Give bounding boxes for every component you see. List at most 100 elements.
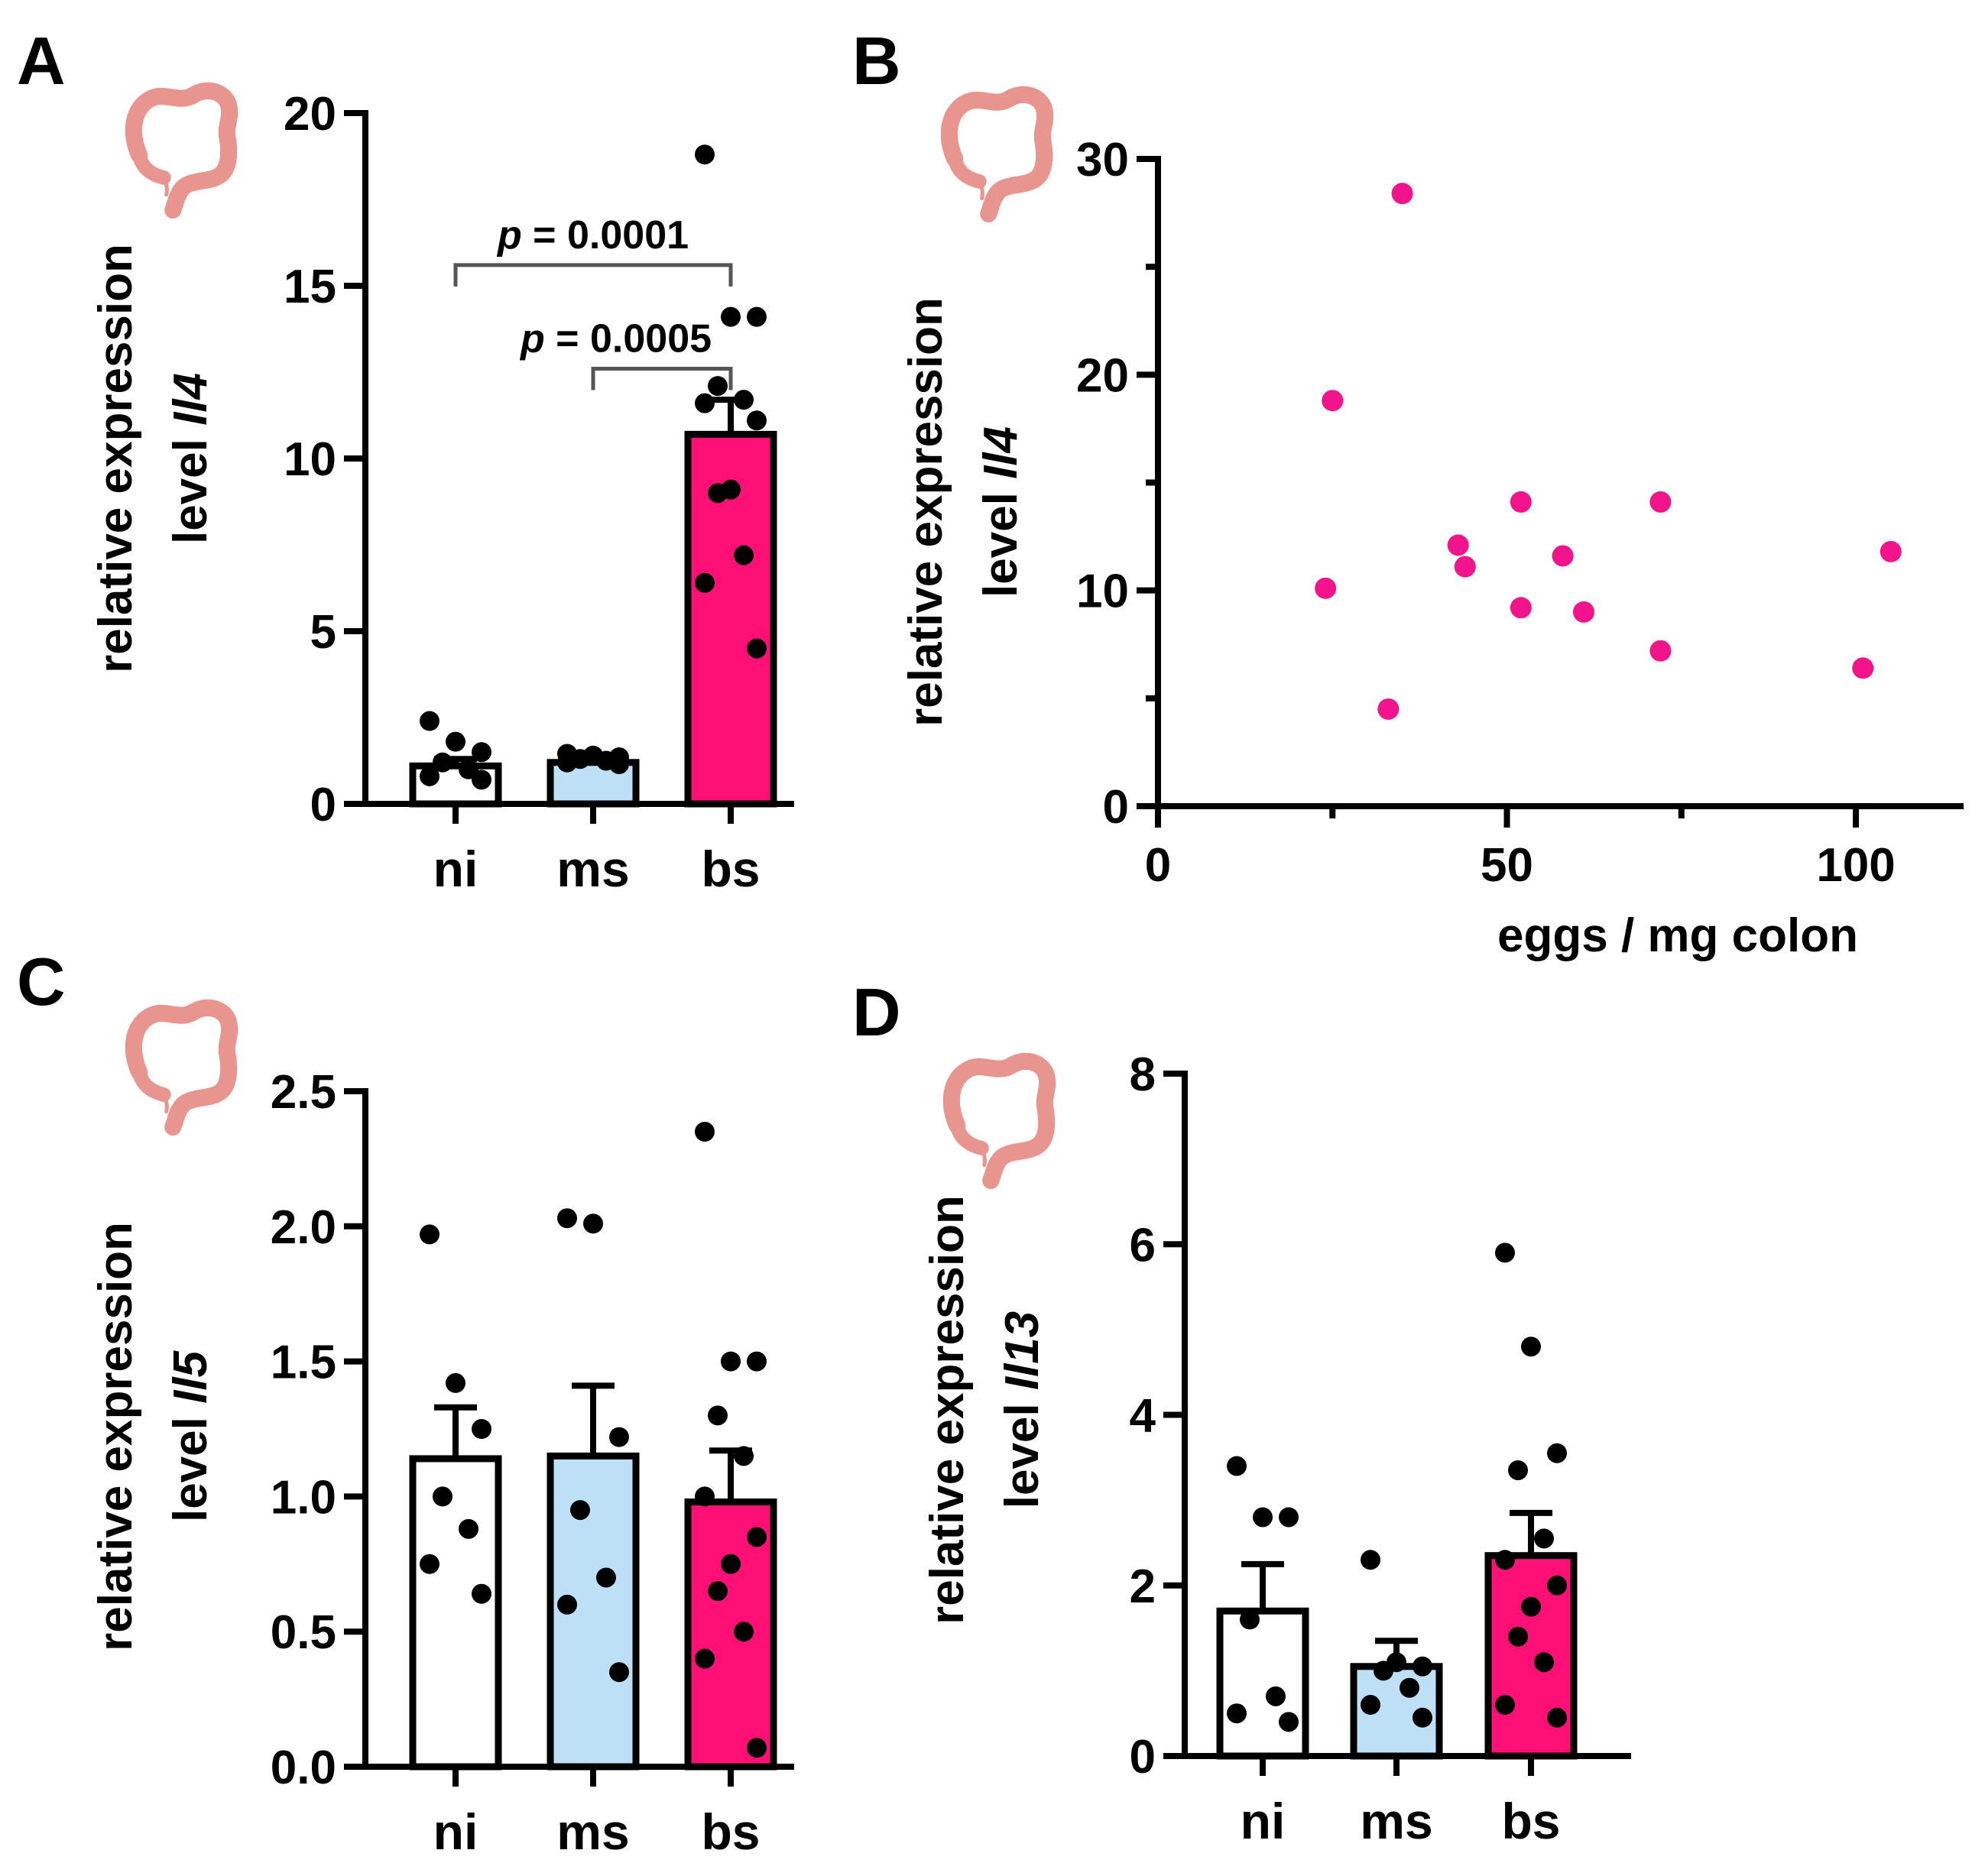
p-value-text: = 0.0005	[545, 316, 712, 361]
data-point-bs	[1547, 1443, 1567, 1463]
scatter-point	[1322, 390, 1344, 412]
data-point-ni	[459, 1518, 478, 1539]
panel-b: B 0 10 20 30 0 50 100 eggs / mg colon relative e…	[852, 23, 1964, 962]
data-point-ni	[1266, 1686, 1286, 1706]
x-category-label-ms: ms	[556, 1803, 629, 1860]
panel-letter-a: A	[17, 23, 66, 99]
significance-bracket	[591, 366, 733, 390]
data-point-ms	[1361, 1695, 1380, 1716]
y-axis-title: relative expression level Il4	[89, 244, 217, 673]
data-point-bs	[721, 1554, 741, 1574]
y-axis-title: relative expression level Il13	[921, 1195, 1049, 1625]
data-point-ms	[609, 1427, 629, 1447]
y-axis-title-prefix: level	[975, 479, 1027, 598]
chart-il5-bar: 0.0 0.5 1.0 1.5 2.0 2.5 ni ms bs relative express…	[89, 1066, 794, 1860]
data-point-ms	[583, 1213, 603, 1234]
y-axis-title-line2: level Il4	[164, 373, 217, 544]
data-point-ni	[1279, 1507, 1299, 1528]
data-point-ms	[1413, 1707, 1432, 1728]
data-point-bs	[695, 1648, 715, 1669]
data-point-bs	[1495, 1695, 1515, 1716]
data-point-ni	[433, 752, 452, 773]
data-point-ni	[472, 742, 491, 763]
scatter-point	[1510, 597, 1532, 619]
y-axis-title-line1: relative expression	[900, 297, 952, 727]
y-tick-label: 2	[1130, 1560, 1156, 1613]
data-point-ni	[420, 1224, 439, 1245]
y-tick-label: 0	[1103, 781, 1129, 834]
data-point-bs	[1547, 1575, 1567, 1596]
data-point-ms	[609, 1662, 629, 1683]
data-point-ms	[1413, 1656, 1432, 1677]
p-symbol: p	[496, 213, 522, 258]
data-point-ms	[570, 1500, 590, 1521]
y-axis-title-line2: level Il13	[996, 1311, 1049, 1509]
y-tick-label: 1.0	[271, 1471, 336, 1524]
data-point-bs	[1508, 1626, 1528, 1647]
data-point-ni	[472, 770, 491, 790]
data-point-ni	[446, 1372, 465, 1393]
y-tick-label: 15	[284, 261, 336, 313]
data-point-bs	[708, 1405, 728, 1426]
data-point-ni	[1253, 1507, 1273, 1528]
y-tick-label: 0	[1130, 1731, 1156, 1784]
y-axis-title-line1: relative expression	[89, 244, 142, 673]
data-point-ms	[596, 1567, 616, 1588]
y-tick-label: 8	[1130, 1048, 1156, 1101]
y-tick-label: 6	[1130, 1219, 1156, 1272]
data-point-bs	[695, 144, 715, 165]
data-point-ni	[420, 766, 439, 786]
y-axis-title-line2: level Il5	[164, 1349, 217, 1522]
y-tick-label: 0.0	[271, 1742, 336, 1794]
data-point-ms	[557, 1594, 577, 1615]
data-point-ni	[1227, 1703, 1247, 1724]
data-point-ni	[433, 1486, 452, 1507]
significance-bracket	[453, 263, 733, 287]
scatter-point	[1552, 545, 1574, 567]
data-point-bs	[747, 410, 767, 431]
y-tick-label: 10	[1076, 565, 1129, 618]
data-point-bs	[695, 572, 715, 593]
scatter-point	[1572, 601, 1594, 623]
data-point-bs	[747, 1738, 767, 1758]
x-category-label-bs: bs	[701, 1803, 760, 1860]
data-point-ni	[1279, 1712, 1299, 1732]
scatter-point	[1454, 556, 1476, 578]
y-tick-label: 30	[1076, 134, 1129, 186]
colon-icon	[952, 1061, 1047, 1181]
data-point-bs	[1495, 1243, 1515, 1263]
data-point-bs	[734, 1622, 754, 1642]
x-axis-title: eggs / mg colon	[1497, 909, 1858, 962]
data-point-ni	[472, 1419, 491, 1439]
data-point-bs	[695, 393, 715, 413]
data-point-bs	[734, 390, 754, 410]
data-point-bs	[1534, 1528, 1554, 1549]
y-tick-label: 20	[284, 88, 336, 141]
data-point-bs	[734, 1446, 754, 1466]
data-point-ni	[446, 731, 465, 752]
x-category-label-ms: ms	[1360, 1793, 1432, 1849]
x-tick-label: 50	[1481, 839, 1533, 892]
p-value-label: p = 0.0001	[496, 213, 689, 258]
y-tick-label: 0	[310, 779, 336, 831]
data-point-bs	[1547, 1707, 1567, 1728]
data-point-bs	[747, 1527, 767, 1547]
y-tick-label: 2.5	[271, 1066, 336, 1119]
data-point-ni	[1240, 1609, 1260, 1630]
scatter-point	[1510, 491, 1532, 513]
x-category-label-ni: ni	[433, 1803, 478, 1860]
y-axis-title-gene: Il4	[975, 426, 1027, 479]
colon-icon	[949, 95, 1045, 214]
y-axis-title-gene: Il4	[164, 373, 217, 426]
x-category-label-ms: ms	[556, 841, 629, 897]
colon-icon	[134, 91, 229, 210]
data-point-bs	[734, 545, 754, 565]
x-category-label-ni: ni	[433, 841, 478, 897]
data-point-bs	[695, 1122, 715, 1142]
chart-il4-scatter: 0 10 20 30 0 50 100 eggs / mg colon relative exp…	[900, 134, 1964, 962]
data-point-bs	[747, 306, 767, 327]
p-value-text: = 0.0001	[522, 213, 689, 258]
panel-letter-d: D	[852, 974, 901, 1050]
scatter-point	[1649, 640, 1672, 662]
y-axis-title-line1: relative expression	[89, 1222, 142, 1651]
